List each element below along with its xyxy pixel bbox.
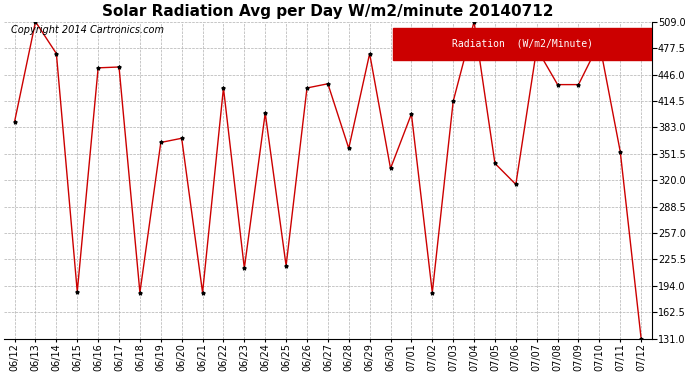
Point (635, 336, 647, 342)
Point (281, 263, 292, 269)
Point (114, 64, 125, 70)
Point (594, 40, 605, 46)
Point (239, 265, 250, 271)
Point (489, 160, 500, 166)
Point (531, 45, 542, 51)
Point (135, 290, 146, 296)
Point (469, 19, 480, 25)
Point (364, 51, 375, 57)
Point (72, 289, 83, 295)
Text: Radiation  (W/m2/Minute): Radiation (W/m2/Minute) (451, 39, 593, 49)
Point (573, 82, 584, 88)
Point (511, 182, 522, 188)
Point (176, 135, 187, 141)
Point (302, 85, 313, 91)
Point (385, 165, 396, 171)
Point (552, 82, 563, 88)
Point (218, 85, 229, 91)
Point (406, 111, 417, 117)
Text: Copyright 2014 Cartronics.com: Copyright 2014 Cartronics.com (11, 26, 164, 36)
FancyBboxPatch shape (393, 28, 651, 60)
Point (427, 290, 438, 296)
Point (343, 146, 354, 152)
Point (155, 140, 166, 146)
Point (30, 19, 41, 25)
Point (448, 98, 459, 104)
Point (259, 110, 270, 116)
Point (51, 51, 62, 57)
Title: Solar Radiation Avg per Day W/m2/minute 20140712: Solar Radiation Avg per Day W/m2/minute … (102, 4, 553, 19)
Point (197, 290, 208, 296)
Point (9, 118, 20, 124)
Point (92, 65, 104, 71)
Point (322, 81, 333, 87)
Point (615, 148, 626, 154)
